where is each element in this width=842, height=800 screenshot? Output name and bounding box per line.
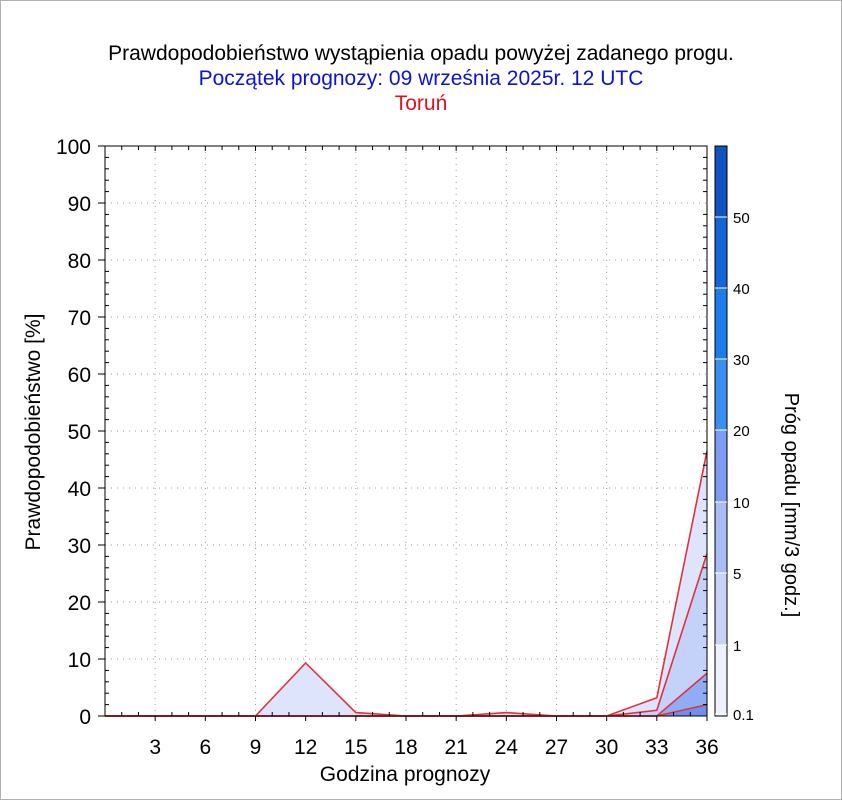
line-threshold-1 <box>105 553 708 717</box>
colorbar-segment <box>715 430 727 502</box>
colorbar-segment <box>715 146 727 217</box>
y-tick-label: 70 <box>68 307 91 330</box>
colorbar: 0.1 1 5 10 20 30 40 50 <box>714 145 754 724</box>
colorbar-tick-label: 5 <box>733 566 741 583</box>
area-threshold-1 <box>105 553 707 716</box>
colorbar-segment <box>715 573 727 645</box>
colorbar-segment <box>715 645 727 716</box>
colorbar-label: Próg opadu [mm/3 godz.] <box>780 393 802 618</box>
y-tick-label: 0 <box>79 706 91 729</box>
colorbar-segment <box>715 288 727 359</box>
forecast-start-subtitle: Początek prognozy: 09 września 2025r. 12… <box>198 67 644 90</box>
y-tick-label: 80 <box>68 250 91 273</box>
x-tick-label: 21 <box>444 736 467 759</box>
y-tick-label: 20 <box>68 592 91 615</box>
colorbar-tick-label: 0.1 <box>733 707 754 724</box>
colorbar-tick-label: 1 <box>733 638 741 655</box>
colorbar-tick-label: 40 <box>733 281 750 298</box>
colorbar-segment <box>715 217 727 288</box>
y-tick-label: 30 <box>68 535 91 558</box>
x-tick-label: 24 <box>495 736 519 759</box>
x-tick-label: 12 <box>294 736 317 759</box>
x-tick-label: 15 <box>344 736 367 759</box>
x-tick-label: 6 <box>199 736 211 759</box>
y-axis-label: Prawdopodobieństwo [%] <box>22 314 45 551</box>
location-subtitle: Toruń <box>394 92 448 115</box>
grid-lines <box>105 146 707 716</box>
y-tick-label: 90 <box>68 193 91 216</box>
x-axis-label: Godzina prognozy <box>320 763 491 786</box>
colorbar-tick-label: 30 <box>733 352 750 369</box>
data-areas <box>105 450 708 717</box>
colorbar-segment <box>715 359 727 430</box>
y-tick-label: 100 <box>56 136 91 159</box>
line-threshold-5 <box>105 672 708 717</box>
y-tick-label: 50 <box>68 421 91 444</box>
colorbar-tick-label: 10 <box>733 495 750 512</box>
x-tick-label: 36 <box>695 736 718 759</box>
x-tick-label: 3 <box>149 736 161 759</box>
colorbar-segment <box>715 502 727 573</box>
y-tick-label: 10 <box>68 649 91 672</box>
x-tick-label: 18 <box>394 736 417 759</box>
x-tick-label: 27 <box>545 736 568 759</box>
x-tick-label: 30 <box>595 736 618 759</box>
y-tick-label: 60 <box>68 364 91 387</box>
line-threshold-0_1 <box>105 450 708 717</box>
x-tick-label: 33 <box>645 736 668 759</box>
colorbar-tick-label: 50 <box>733 210 750 227</box>
y-tick-label: 40 <box>68 478 91 501</box>
colorbar-frame <box>714 145 728 717</box>
area-threshold-5 <box>105 673 707 716</box>
x-tick-label: 9 <box>250 736 262 759</box>
chart-title: Prawdopodobieństwo wystąpienia opadu pow… <box>108 42 734 65</box>
area-threshold-0_1 <box>105 450 707 716</box>
colorbar-tick-label: 20 <box>733 423 750 440</box>
